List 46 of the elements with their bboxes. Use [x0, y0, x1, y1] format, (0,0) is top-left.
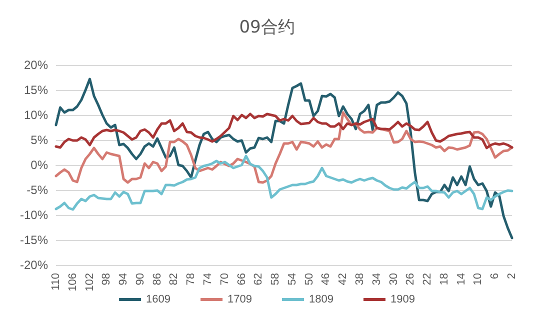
x-tick-label: 82: [168, 273, 180, 286]
line-series: [54, 154, 514, 211]
x-tick-label: 86: [151, 273, 164, 286]
y-tick-label: 20%: [24, 58, 48, 72]
y-tick-label: 10%: [24, 108, 48, 122]
legend-label: 1909: [390, 294, 415, 306]
y-tick-label: 15%: [24, 83, 48, 97]
x-tick-label: 102: [84, 273, 96, 292]
x-tick-label: 98: [100, 273, 113, 286]
legend-label: 1809: [309, 294, 334, 306]
x-tick-label: 74: [202, 273, 214, 286]
y-tick-label: -15%: [20, 233, 48, 247]
y-tick-label: 5%: [30, 133, 48, 147]
x-tick-label: 46: [320, 273, 332, 286]
x-tick-label: 62: [252, 273, 265, 286]
x-tick-label: 70: [218, 273, 231, 286]
x-tick-label: 34: [370, 273, 383, 286]
x-tick-label: 58: [270, 273, 282, 286]
line-series: [54, 78, 514, 240]
x-tick-label: 6: [489, 273, 502, 280]
y-tick-label: -10%: [20, 208, 48, 222]
y-tick-label: -5%: [26, 183, 48, 197]
x-tick-label: 110: [50, 273, 62, 291]
x-tick-label: 10: [472, 273, 484, 286]
x-tick-label: 94: [118, 273, 130, 286]
x-tick-label: 42: [337, 273, 350, 286]
x-tick-label: 22: [422, 273, 434, 286]
legend-label: 1609: [146, 294, 171, 306]
x-tick-label: 14: [455, 273, 468, 286]
x-tick-label: 66: [236, 273, 248, 286]
x-tick-label: 54: [286, 273, 298, 286]
x-tick-label: 50: [303, 273, 316, 286]
y-tick-label: -20%: [20, 258, 48, 272]
y-tick-label: 0%: [30, 158, 48, 172]
x-tick-label: 38: [354, 273, 366, 286]
x-tick-label: 2: [506, 273, 518, 280]
x-tick-label: 30: [388, 273, 400, 286]
legend-label: 1709: [228, 294, 252, 306]
x-tick-label: 26: [404, 273, 417, 286]
chart-title: 09合约: [239, 18, 295, 38]
x-tick-label: 18: [438, 273, 450, 286]
x-tick-label: 78: [185, 273, 198, 286]
x-tick-label: 90: [134, 273, 146, 286]
line-series: [54, 112, 514, 150]
line-series: [54, 111, 514, 184]
x-tick-label: 106: [66, 273, 79, 292]
